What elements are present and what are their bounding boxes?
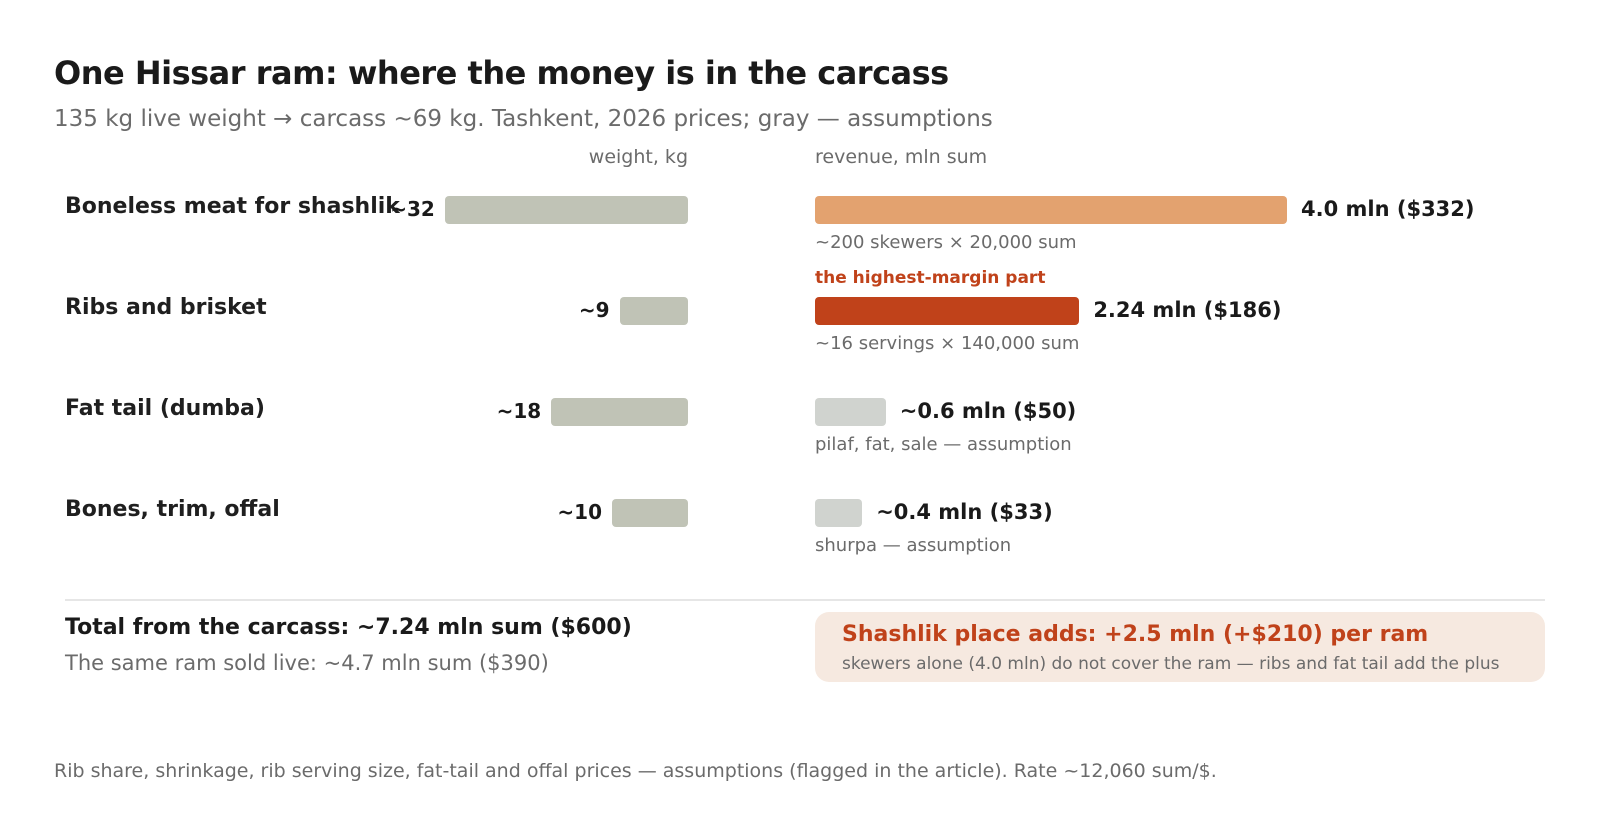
weight-bar <box>612 499 688 527</box>
callout-subtitle: skewers alone (4.0 mln) do not cover the… <box>842 654 1500 674</box>
callout-title: Shashlik place adds: +2.5 mln (+$210) pe… <box>842 622 1429 647</box>
total-title: Total from the carcass: ~7.24 mln sum ($… <box>65 615 632 640</box>
revenue-note: ~200 skewers × 20,000 sum <box>815 232 1077 253</box>
weight-value-label: ~32 <box>390 197 435 221</box>
revenue-value-label: ~0.6 mln ($50) <box>899 399 1077 423</box>
revenue-bar <box>815 499 863 527</box>
chart-title: One Hissar ram: where the money is in th… <box>54 54 949 92</box>
category-label: Fat tail (dumba) <box>65 396 265 421</box>
revenue-value-label: 4.0 mln ($332) <box>1301 197 1475 221</box>
weight-value-label: ~18 <box>496 399 542 423</box>
footnote: Rib share, shrinkage, rib serving size, … <box>54 760 1217 782</box>
revenue-axis-label: revenue, mln sum <box>815 146 988 168</box>
weight-value-label: ~9 <box>578 298 610 322</box>
revenue-value-label: 2.24 mln ($186) <box>1093 298 1282 322</box>
chart-subtitle: 135 kg live weight → carcass ~69 kg. Tas… <box>54 106 993 132</box>
revenue-bar <box>815 297 1080 325</box>
weight-bar <box>551 398 688 426</box>
revenue-note: ~16 servings × 140,000 sum <box>815 333 1080 354</box>
revenue-bar <box>815 398 886 426</box>
category-label: Ribs and brisket <box>65 295 267 320</box>
revenue-bar <box>815 196 1287 224</box>
weight-axis-label: weight, kg <box>588 146 688 168</box>
category-label: Bones, trim, offal <box>65 497 280 522</box>
highlight-label: the highest-margin part <box>815 268 1046 288</box>
divider <box>65 599 1545 601</box>
category-label: Boneless meat for shashlik <box>65 194 400 219</box>
weight-bar <box>444 196 688 224</box>
weight-value-label: ~10 <box>557 500 602 524</box>
revenue-note: shurpa — assumption <box>815 535 1012 556</box>
total-subtitle: The same ram sold live: ~4.7 mln sum ($3… <box>65 651 549 675</box>
revenue-note: pilaf, fat, sale — assumption <box>815 434 1072 455</box>
callout-box: Shashlik place adds: +2.5 mln (+$210) pe… <box>815 612 1545 682</box>
weight-bar <box>619 297 688 325</box>
revenue-value-label: ~0.4 mln ($33) <box>876 500 1053 524</box>
